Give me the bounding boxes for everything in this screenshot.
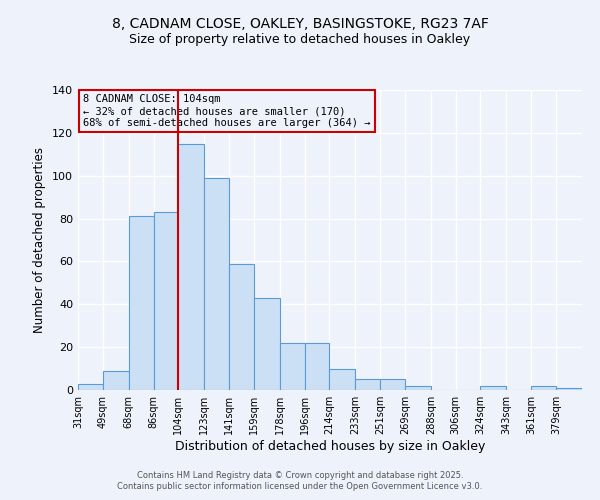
Bar <box>380 380 405 390</box>
Bar <box>178 144 205 390</box>
Bar <box>103 370 129 390</box>
Text: Size of property relative to detached houses in Oakley: Size of property relative to detached ho… <box>130 32 470 46</box>
Bar <box>329 368 355 390</box>
Bar <box>280 343 305 390</box>
Bar <box>154 212 178 390</box>
Bar <box>254 298 280 390</box>
Bar <box>205 178 229 390</box>
Bar <box>78 384 103 390</box>
Bar <box>355 380 380 390</box>
Text: 8, CADNAM CLOSE, OAKLEY, BASINGSTOKE, RG23 7AF: 8, CADNAM CLOSE, OAKLEY, BASINGSTOKE, RG… <box>112 18 488 32</box>
Y-axis label: Number of detached properties: Number of detached properties <box>34 147 46 333</box>
Text: Contains public sector information licensed under the Open Government Licence v3: Contains public sector information licen… <box>118 482 482 491</box>
Bar <box>129 216 154 390</box>
Text: Contains HM Land Registry data © Crown copyright and database right 2025.: Contains HM Land Registry data © Crown c… <box>137 470 463 480</box>
X-axis label: Distribution of detached houses by size in Oakley: Distribution of detached houses by size … <box>175 440 485 453</box>
Bar <box>405 386 431 390</box>
Text: 8 CADNAM CLOSE: 104sqm
← 32% of detached houses are smaller (170)
68% of semi-de: 8 CADNAM CLOSE: 104sqm ← 32% of detached… <box>83 94 371 128</box>
Bar <box>556 388 582 390</box>
Bar <box>305 343 329 390</box>
Bar <box>531 386 556 390</box>
Bar <box>229 264 254 390</box>
Bar <box>481 386 506 390</box>
